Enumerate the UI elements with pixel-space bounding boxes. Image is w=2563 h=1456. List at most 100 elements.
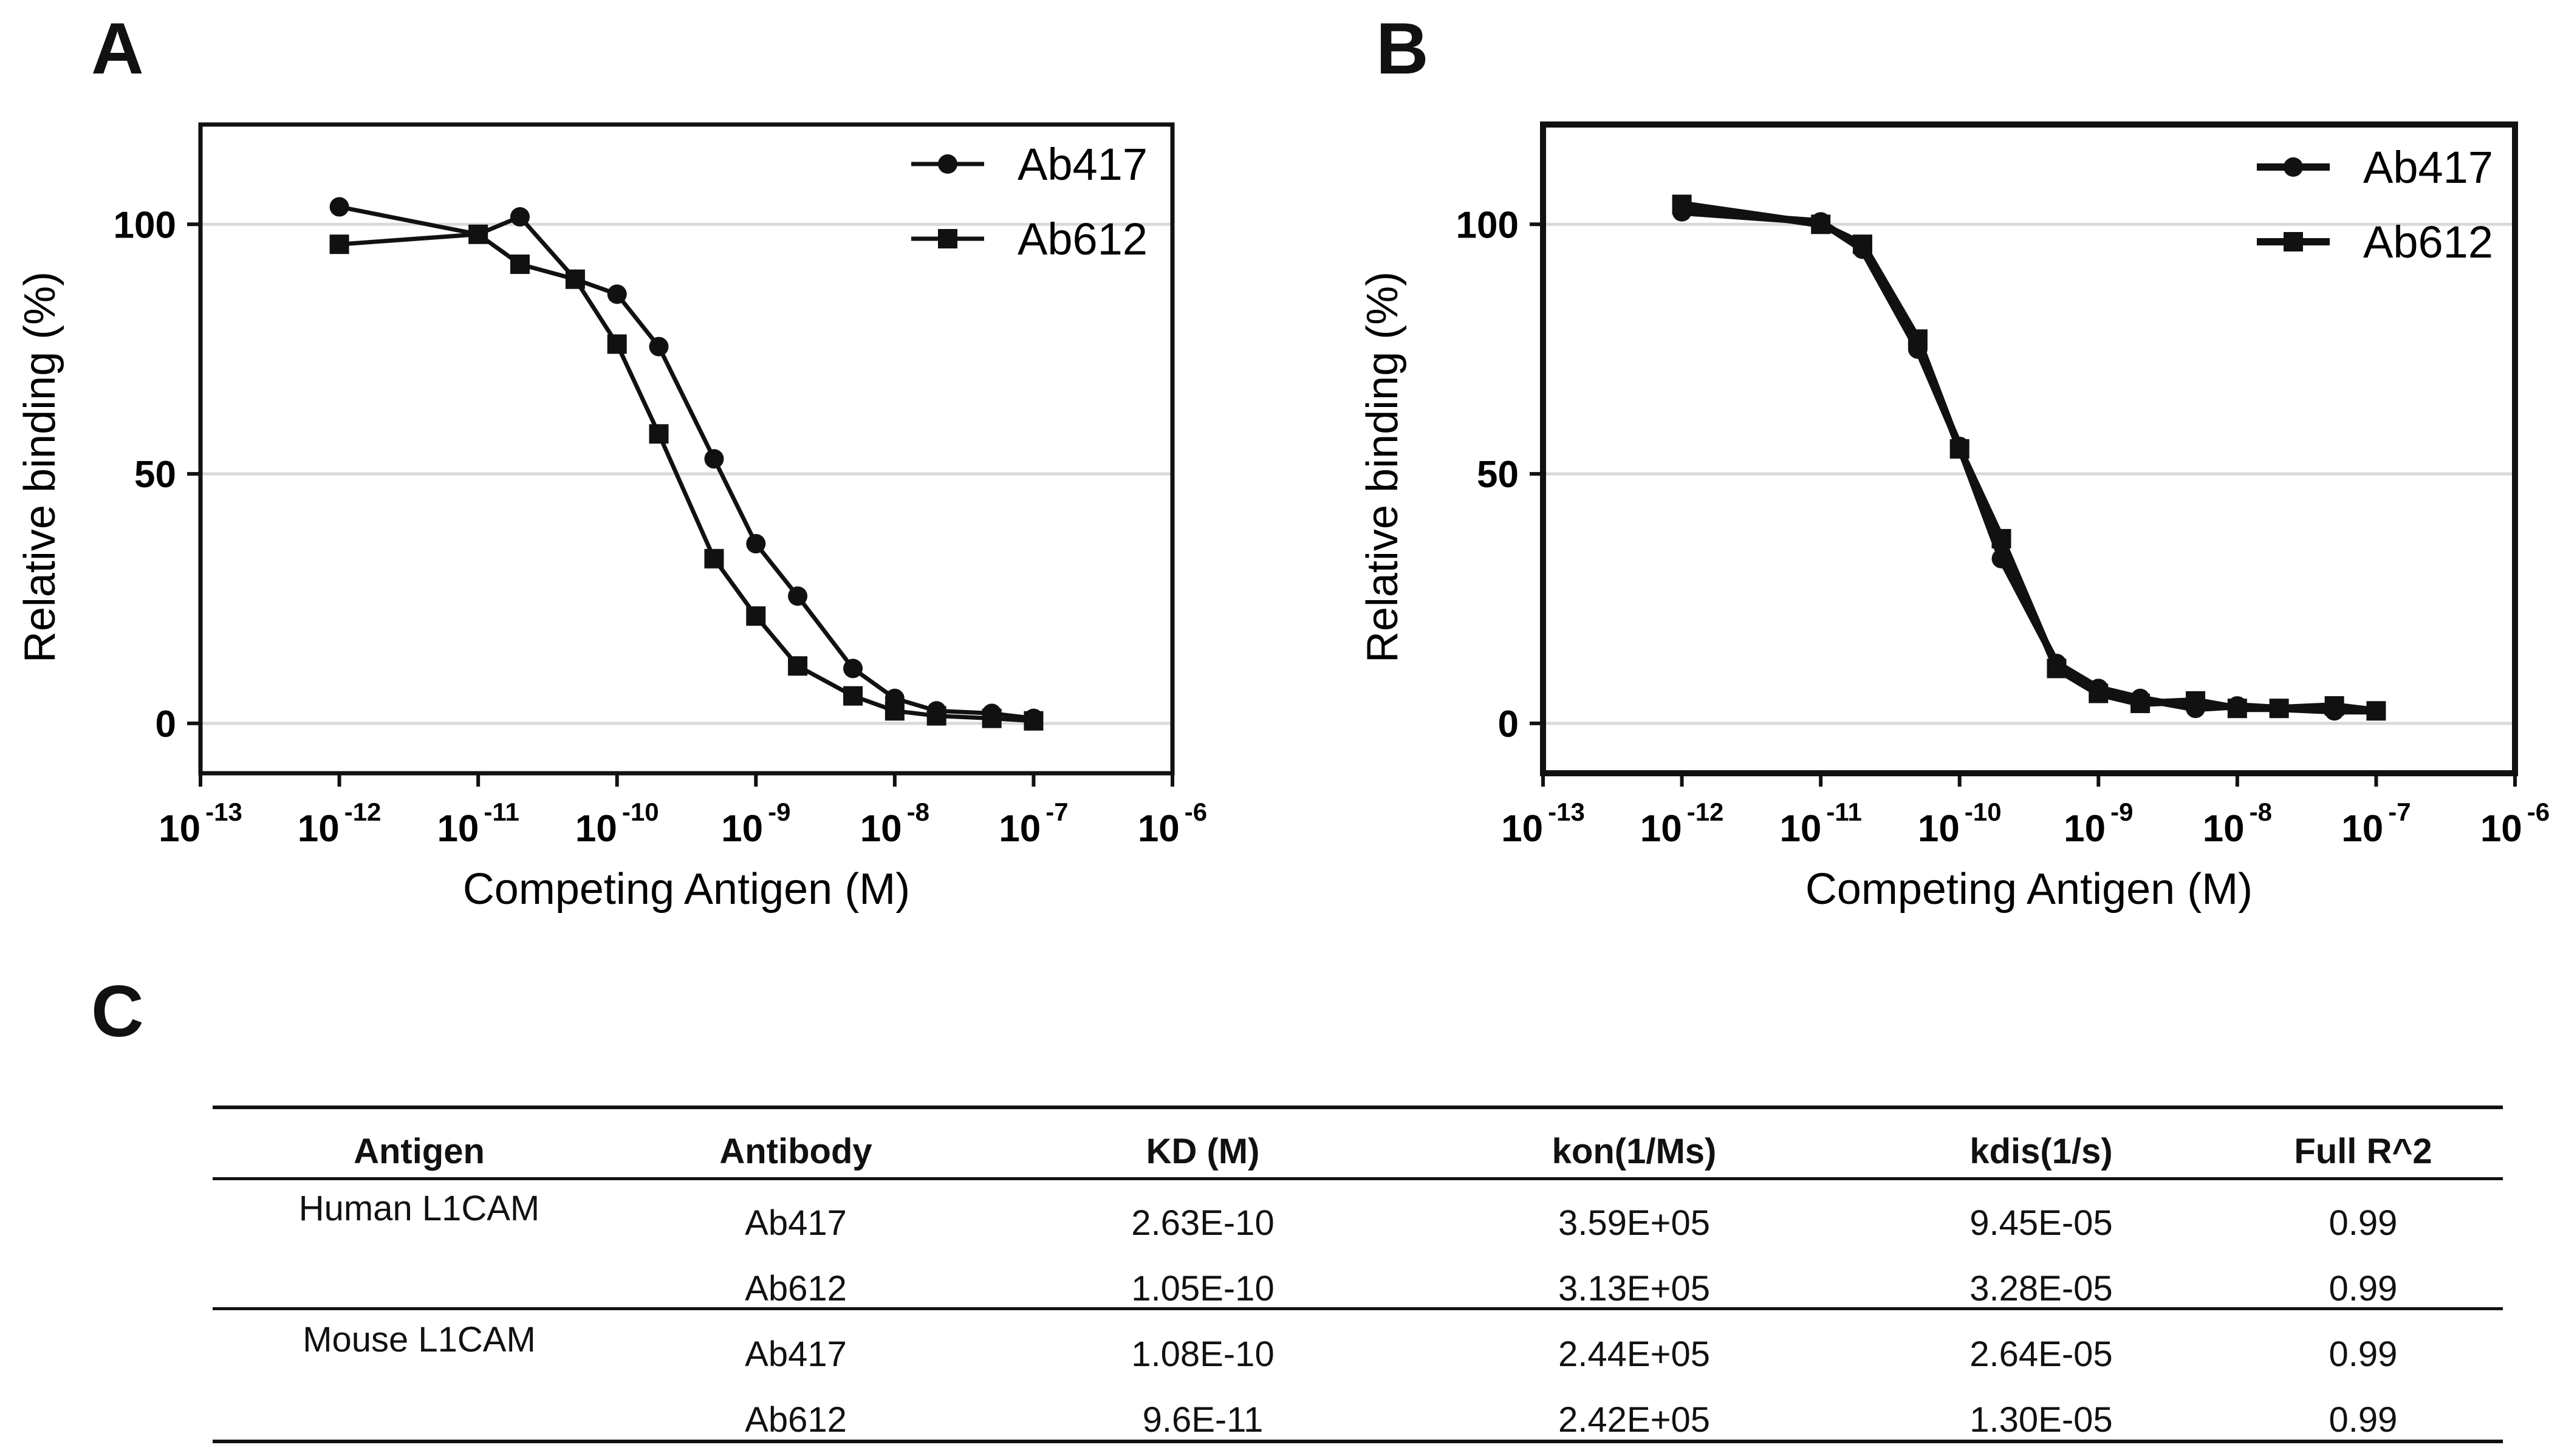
x-axis-label: Competing Antigen (M)	[463, 865, 910, 914]
data-point-ab612	[1992, 529, 2011, 549]
data-point-ab417	[330, 197, 349, 217]
data-point-ab612	[2270, 699, 2289, 718]
y-tick-label: 50	[1477, 454, 1519, 496]
data-point-ab417	[746, 534, 765, 553]
y-tick-label: 50	[134, 454, 176, 496]
x-tick-label: 10 -13	[1501, 798, 1585, 850]
data-point-ab612	[510, 255, 530, 274]
data-point-ab417	[788, 586, 807, 606]
panel-c-label: C	[91, 975, 144, 1048]
x-tick-label: 10 -7	[999, 798, 1068, 850]
table-header-rule	[213, 1177, 2503, 1180]
data-point-ab612	[2366, 701, 2386, 720]
cell-kon: 2.44E+05	[1415, 1322, 1853, 1387]
data-point-ab612	[788, 656, 807, 675]
data-point-ab417	[704, 449, 724, 468]
y-tick-label: 100	[1456, 204, 1519, 246]
data-point-ab612	[1950, 439, 1969, 459]
data-point-ab612	[2047, 658, 2066, 678]
cell-kdis: 9.45E-05	[1853, 1191, 2229, 1256]
data-point-ab612	[885, 701, 905, 720]
data-point-ab612	[566, 270, 585, 289]
data-point-ab612	[1853, 234, 1872, 254]
legend-label-ab417: Ab417	[1018, 139, 1148, 190]
cell-antigen: Human L1CAM	[213, 1191, 626, 1227]
x-tick-label: 10 -8	[860, 798, 929, 850]
data-point-ab612	[468, 225, 488, 244]
data-point-ab612	[1908, 329, 1928, 349]
data-point-ab612	[2089, 684, 2108, 703]
data-point-ab612	[982, 709, 1002, 728]
data-point-ab612	[1672, 194, 1692, 214]
table-header-row: Antigen Antibody KD (M) kon(1/Ms) kdis(1…	[213, 1119, 2503, 1184]
data-point-ab612	[607, 334, 627, 354]
x-tick-label: 10 -9	[2064, 798, 2133, 850]
cell-antigen: Mouse L1CAM	[213, 1322, 626, 1358]
data-point-ab612	[1024, 711, 1043, 731]
data-point-ab612	[704, 549, 724, 569]
data-point-ab417	[843, 658, 863, 678]
cell-kd: 1.05E-10	[996, 1256, 1409, 1322]
y-axis-label: Relative binding (%)	[1358, 272, 1407, 663]
series-line-ab417	[1682, 212, 2377, 711]
data-point-ab612	[2228, 699, 2247, 718]
y-tick-label: 100	[114, 204, 176, 246]
x-tick-label: 10 -12	[298, 798, 382, 850]
cell-kdis: 2.64E-05	[1853, 1322, 2229, 1387]
cell-r2: 0.99	[2229, 1256, 2497, 1322]
table-row: Ab612 1.05E-10 3.13E+05 3.28E-05 0.99	[213, 1256, 2503, 1322]
cell-antibody: Ab612	[607, 1256, 984, 1322]
legend-marker	[2284, 157, 2303, 177]
data-point-ab612	[746, 606, 765, 626]
data-point-ab612	[330, 234, 349, 254]
series-line-ab417	[340, 207, 1034, 719]
x-tick-label: 10 -11	[437, 798, 519, 850]
x-tick-label: 10 -11	[1779, 798, 1861, 850]
cell-kdis: 3.28E-05	[1853, 1256, 2229, 1322]
legend-marker	[938, 229, 957, 248]
table-bottom-rule	[213, 1440, 2503, 1443]
y-axis-label: Relative binding (%)	[16, 272, 64, 663]
x-tick-label: 10 -7	[2341, 798, 2411, 850]
legend-label-ab612: Ab612	[2363, 217, 2493, 267]
y-tick-label: 0	[1498, 703, 1519, 745]
legend-marker	[2284, 232, 2303, 251]
data-point-ab612	[2325, 696, 2344, 716]
header-kd: KD (M)	[996, 1119, 1409, 1184]
header-antigen: Antigen	[213, 1119, 626, 1184]
data-point-ab417	[649, 337, 669, 357]
x-tick-label: 10 -9	[721, 798, 790, 850]
x-tick-label: 10 -8	[2203, 798, 2272, 850]
cell-kd: 1.08E-10	[996, 1322, 1409, 1387]
header-antibody: Antibody	[607, 1119, 984, 1184]
table-row: Mouse L1CAM Ab417 1.08E-10 2.44E+05 2.64…	[213, 1322, 2503, 1387]
data-point-ab612	[927, 706, 946, 726]
cell-kon: 3.13E+05	[1415, 1256, 1853, 1322]
data-point-ab612	[649, 424, 669, 443]
y-tick-label: 0	[156, 703, 176, 745]
x-tick-label: 10 -6	[1138, 798, 1207, 850]
data-point-ab612	[2186, 691, 2205, 711]
header-kon: kon(1/Ms)	[1415, 1119, 1853, 1184]
cell-antibody: Ab417	[607, 1191, 984, 1256]
x-axis-label: Competing Antigen (M)	[1805, 865, 2253, 914]
table-top-rule	[213, 1106, 2503, 1109]
chart-a: 0 50 100 10 -13 10 -12 10 -11 10 -10 10 -9 10 -8 10 -7 10…	[0, 0, 1264, 948]
legend-label-ab612: Ab612	[1018, 214, 1148, 264]
header-r2: Full R^2	[2229, 1119, 2497, 1184]
data-point-ab417	[607, 284, 627, 304]
data-point-ab612	[1811, 214, 1830, 234]
x-tick-label: 10 -13	[159, 798, 242, 850]
cell-kon: 3.59E+05	[1415, 1191, 1853, 1256]
table-group-rule	[213, 1307, 2503, 1310]
header-kdis: kdis(1/s)	[1853, 1119, 2229, 1184]
series-line-ab612	[340, 234, 1034, 721]
data-point-ab612	[2130, 694, 2150, 713]
legend-label-ab417: Ab417	[2363, 142, 2493, 193]
x-tick-label: 10 -10	[1918, 798, 2002, 850]
data-point-ab417	[510, 207, 530, 227]
series-line-ab612	[1682, 204, 2377, 711]
cell-kd: 2.63E-10	[996, 1191, 1409, 1256]
x-tick-label: 10 -10	[575, 798, 659, 850]
legend-marker	[938, 154, 957, 174]
